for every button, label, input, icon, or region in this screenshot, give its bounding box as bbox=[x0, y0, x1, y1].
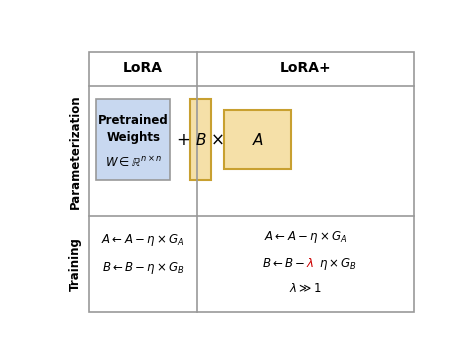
Text: $B \leftarrow B - $: $B \leftarrow B - $ bbox=[262, 257, 306, 270]
Text: $B$: $B$ bbox=[195, 132, 206, 148]
Text: LoRA: LoRA bbox=[123, 61, 163, 75]
Text: $A \leftarrow A - \eta \times G_A$: $A \leftarrow A - \eta \times G_A$ bbox=[264, 229, 348, 245]
Text: $\times$: $\times$ bbox=[210, 131, 224, 149]
Text: $\lambda \gg 1$: $\lambda \gg 1$ bbox=[289, 282, 322, 295]
Text: $B \leftarrow B - \eta \times G_B$: $B \leftarrow B - \eta \times G_B$ bbox=[102, 260, 185, 276]
Text: Parameterization: Parameterization bbox=[69, 94, 82, 209]
Text: $\eta \times G_B$: $\eta \times G_B$ bbox=[319, 256, 357, 271]
Text: +: + bbox=[176, 131, 190, 149]
Text: LoRA+: LoRA+ bbox=[280, 61, 331, 75]
Text: $\lambda$: $\lambda$ bbox=[306, 257, 314, 270]
FancyBboxPatch shape bbox=[96, 99, 170, 180]
Text: $W \in \mathbb{R}^{n \times n}$: $W \in \mathbb{R}^{n \times n}$ bbox=[105, 156, 162, 171]
Text: $A$: $A$ bbox=[252, 132, 264, 148]
Text: $A \leftarrow A - \eta \times G_A$: $A \leftarrow A - \eta \times G_A$ bbox=[101, 232, 185, 248]
Text: Pretrained
Weights: Pretrained Weights bbox=[98, 114, 169, 144]
FancyBboxPatch shape bbox=[225, 110, 291, 169]
FancyBboxPatch shape bbox=[190, 99, 211, 180]
Text: Training: Training bbox=[69, 237, 82, 291]
